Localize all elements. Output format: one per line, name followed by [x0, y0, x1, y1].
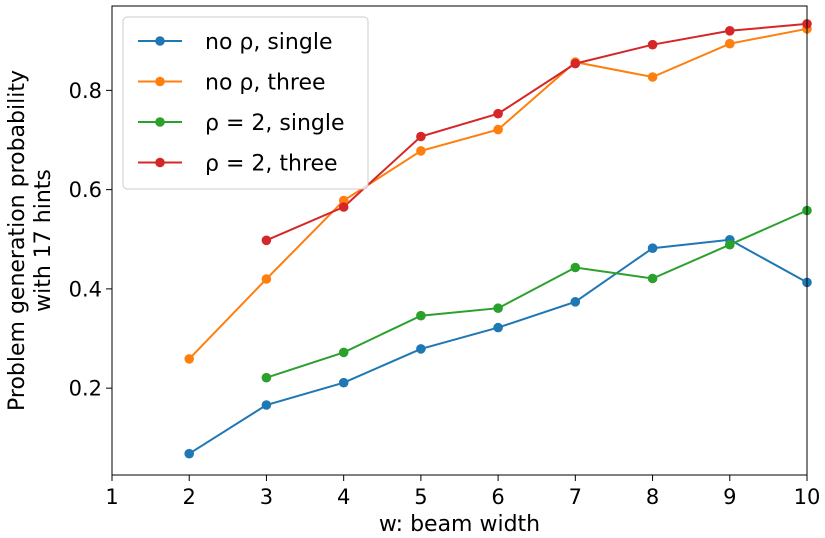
series-points: [184, 19, 812, 459]
data-point-0-6: [647, 243, 658, 253]
x-tick-label: 1: [105, 485, 118, 509]
x-axis-ticks: 1 2 3 4 5 6 7 8 9 10: [105, 475, 820, 509]
legend-marker: [155, 36, 165, 46]
data-point-0-1: [261, 400, 272, 410]
data-point-3-5: [647, 39, 658, 50]
data-point-3-4: [570, 58, 581, 69]
series-line-3: [266, 22, 808, 242]
data-point-3-3: [493, 108, 503, 119]
data-point-3-2: [416, 131, 426, 142]
x-tick-label: 5: [414, 485, 427, 509]
legend-item: no ρ, three: [138, 71, 326, 96]
y-tick-label: 0.8: [69, 79, 102, 103]
y-tick-label: 0.6: [69, 178, 102, 202]
legend-label: no ρ, single: [205, 30, 332, 55]
series-line-2: [266, 209, 808, 379]
data-point-0-4: [493, 322, 503, 333]
x-tick-label: 6: [491, 485, 504, 509]
data-point-3-0: [261, 235, 272, 246]
x-tick-label: 10: [794, 485, 821, 509]
plot-frame: [111, 5, 808, 476]
data-point-2-0: [261, 372, 272, 383]
data-point-2-2: [416, 310, 426, 321]
x-tick-label: 4: [337, 485, 350, 509]
data-point-3-1: [338, 202, 349, 212]
data-point-0-0: [184, 448, 194, 459]
data-point-0-2: [338, 377, 349, 388]
y-tick-label: 0.4: [69, 277, 102, 301]
x-tick-label: 9: [723, 485, 736, 509]
data-point-0-5: [570, 297, 581, 307]
data-point-2-1: [338, 347, 349, 358]
legend-marker: [155, 76, 165, 87]
data-point-1-1: [261, 274, 272, 284]
data-point-1-0: [184, 354, 194, 364]
x-tick-label: 8: [646, 485, 659, 509]
data-point-2-6: [725, 239, 735, 250]
legend-marker: [155, 117, 165, 127]
data-point-1-3: [416, 146, 426, 156]
y-axis-label-line-1: Problem generation probability: [5, 70, 30, 411]
data-point-3-6: [725, 26, 735, 36]
data-point-0-3: [416, 344, 426, 354]
legend-label: ρ = 2, three: [205, 152, 338, 177]
data-point-1-7: [725, 38, 735, 49]
legend-item: no ρ, single: [138, 30, 332, 55]
y-tick-label: 0.2: [69, 377, 102, 401]
series-line-0: [188, 238, 808, 455]
legend-label: no ρ, three: [205, 71, 326, 96]
data-point-2-4: [570, 262, 581, 273]
data-point-2-3: [493, 303, 503, 314]
legend-label: ρ = 2, single: [205, 111, 345, 136]
x-tick-label: 7: [569, 485, 582, 509]
legend-item: ρ = 2, single: [138, 111, 345, 136]
legend-box: [122, 16, 369, 190]
x-tick-label: 3: [260, 485, 273, 509]
x-axis-label: w: beam width: [379, 512, 540, 537]
legend-item: ρ = 2, three: [138, 152, 338, 177]
y-axis-ticks: 0.2 0.4 0.6 0.8: [69, 79, 112, 401]
data-point-1-4: [493, 124, 503, 135]
legend: no ρ, single no ρ, three ρ = 2, single ρ = …: [122, 16, 369, 190]
data-point-2-5: [647, 273, 658, 284]
data-point-1-6: [647, 72, 658, 82]
legend-marker: [155, 157, 165, 168]
x-tick-label: 2: [183, 485, 196, 509]
y-axis-label-line-2: with 17 hints: [31, 169, 56, 312]
